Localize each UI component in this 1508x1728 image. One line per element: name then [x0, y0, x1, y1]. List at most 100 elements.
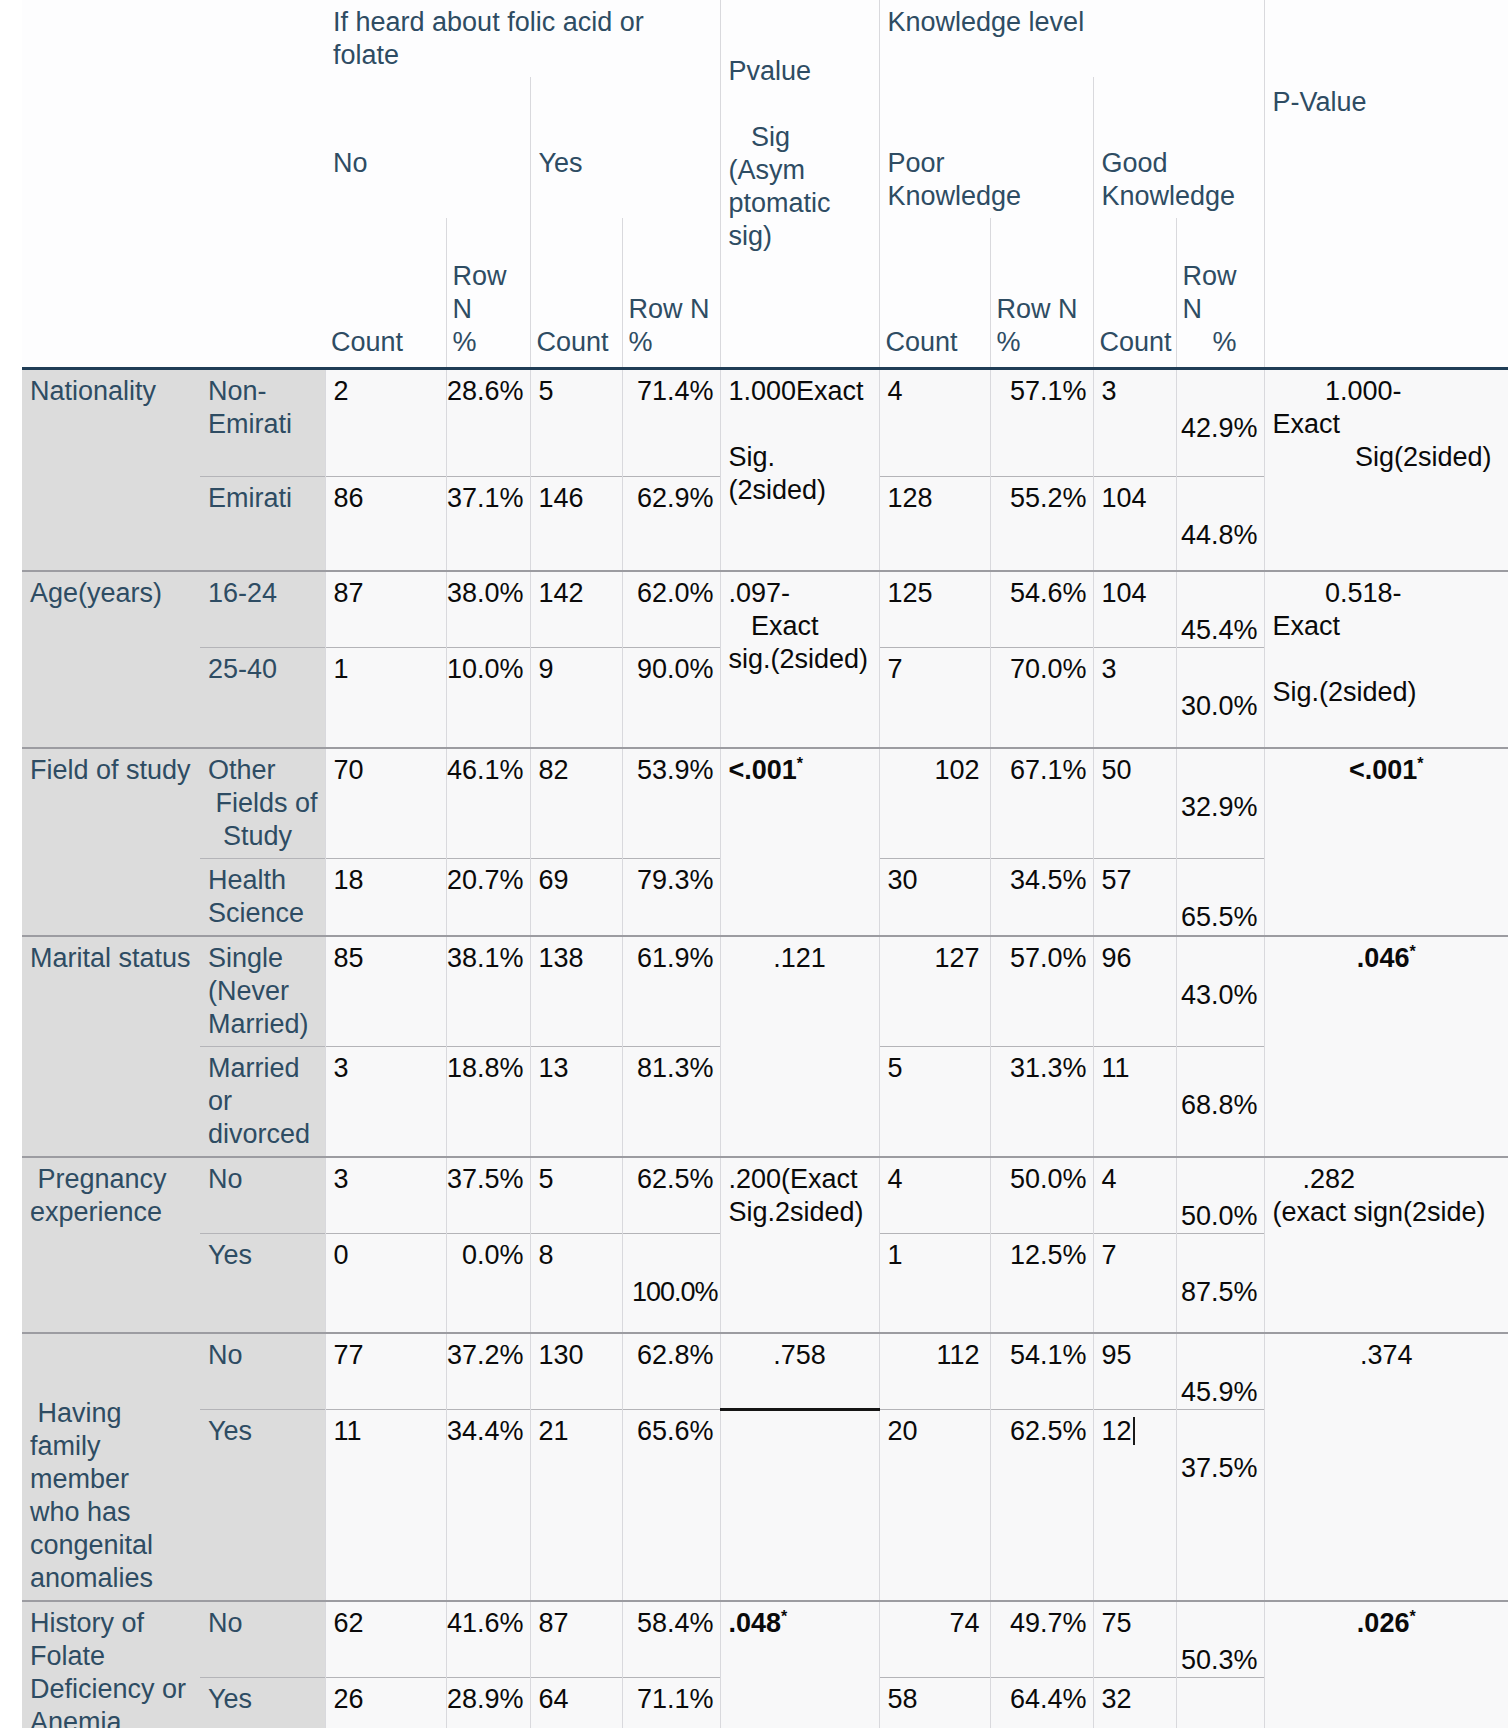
yes-count-cell: 5	[530, 1157, 622, 1234]
good-count-cell: 11	[1093, 1046, 1176, 1157]
pvalue-knowledge-cell: <.001*	[1264, 748, 1508, 936]
poor-count-cell: 1	[879, 1233, 990, 1333]
row-subheader-cell: No	[200, 1601, 325, 1678]
poor-count-cell: 30	[879, 858, 990, 936]
column-header-count: Count	[1093, 218, 1176, 368]
good-count-cell: 3	[1093, 648, 1176, 748]
no-rowpct-cell: 46.1%	[446, 748, 530, 859]
good-rowpct-cell: 32.9%	[1176, 748, 1264, 859]
no-rowpct-cell: 41.6%	[446, 1601, 530, 1678]
no-count-cell: 77	[325, 1333, 446, 1410]
pvalue-heard-cell: .758	[720, 1333, 879, 1410]
good-rowpct-cell: 44.8%	[1176, 476, 1264, 571]
pvalue-heard-cell: .097- Exact sig.(2sided)	[720, 571, 879, 748]
no-count-cell: 26	[325, 1678, 446, 1728]
good-count-value: 12	[1102, 1416, 1132, 1446]
row-subheader-cell: Yes	[200, 1410, 325, 1601]
pvalue-knowledge-cell: .026*	[1264, 1601, 1508, 1728]
no-rowpct-cell: 37.5%	[446, 1157, 530, 1234]
good-rowpct-cell: 87.5%	[1176, 1233, 1264, 1333]
good-count-cell: 4	[1093, 1157, 1176, 1234]
poor-rowpct-cell: 57.0%	[990, 936, 1093, 1047]
row-header-marital-status: Marital status	[22, 936, 200, 1157]
yes-count-cell: 82	[530, 748, 622, 859]
poor-rowpct-cell: 12.5%	[990, 1233, 1093, 1333]
poor-rowpct-cell: 54.1%	[990, 1333, 1093, 1410]
yes-rowpct-cell: 71.1%	[622, 1678, 720, 1728]
yes-rowpct-cell: 62.8%	[622, 1333, 720, 1410]
column-header-pvalue-sig: Pvalue Sig (Asym ptomatic sig)	[720, 0, 879, 368]
good-count-cell: 7	[1093, 1233, 1176, 1333]
good-count-cell: 104	[1093, 571, 1176, 648]
yes-rowpct-cell: 61.9%	[622, 936, 720, 1047]
good-rowpct-cell: 50.0%	[1176, 1157, 1264, 1234]
good-rowpct-cell: 50.3%	[1176, 1601, 1264, 1678]
row-subheader-cell: Yes	[200, 1233, 325, 1333]
no-rowpct-cell: 18.8%	[446, 1046, 530, 1157]
poor-rowpct-cell: 70.0%	[990, 648, 1093, 748]
yes-rowpct-cell: 58.4%	[622, 1601, 720, 1678]
yes-count-cell: 146	[530, 476, 622, 571]
no-count-cell: 2	[325, 368, 446, 476]
good-count-cell: 50	[1093, 748, 1176, 859]
poor-count-cell: 4	[879, 368, 990, 476]
good-count-cell: 32	[1093, 1678, 1176, 1728]
pvalue-heard-cell: .200(Exact Sig.2sided)	[720, 1157, 879, 1334]
good-rowpct-cell: 42.9%	[1176, 368, 1264, 476]
column-header-count: Count	[879, 218, 990, 368]
yes-rowpct-cell: 81.3%	[622, 1046, 720, 1157]
column-header-row-n-pct: Row N %	[622, 218, 720, 368]
no-count-cell: 86	[325, 476, 446, 571]
column-header-row-n-pct: Row N %	[446, 218, 530, 368]
no-rowpct-cell: 37.2%	[446, 1333, 530, 1410]
column-header-good-knowledge: Good Knowledge	[1093, 77, 1264, 218]
no-rowpct-cell: 0.0%	[446, 1233, 530, 1333]
p-value: .048	[729, 1608, 782, 1638]
table-row: Nationality Non- Emirati 2 28.6% 5 71.4%…	[22, 368, 1508, 476]
pvalue-knowledge-cell: .374	[1264, 1333, 1508, 1601]
row-subheader-cell: Married or divorced	[200, 1046, 325, 1157]
pvalue-heard-cell: 1.000Exact Sig.(2sided)	[720, 368, 879, 571]
column-header-poor-knowledge: Poor Knowledge	[879, 77, 1093, 218]
poor-count-cell: 125	[879, 571, 990, 648]
table-row: Field of study Other Fields of Study 70 …	[22, 748, 1508, 859]
yes-count-cell: 138	[530, 936, 622, 1047]
column-header-p-value: P-Value	[1264, 0, 1508, 368]
poor-rowpct-cell: 50.0%	[990, 1157, 1093, 1234]
good-rowpct-cell: 65.5%	[1176, 858, 1264, 936]
column-group-heard: If heard about folic acid or folate	[325, 0, 720, 77]
good-count-cell: 95	[1093, 1333, 1176, 1410]
significance-star: *	[1417, 755, 1423, 772]
pvalue-knowledge-cell: .282 (exact sign(2side)	[1264, 1157, 1508, 1334]
no-rowpct-cell: 28.9%	[446, 1678, 530, 1728]
no-rowpct-cell: 38.1%	[446, 936, 530, 1047]
poor-rowpct-cell: 64.4%	[990, 1678, 1093, 1728]
poor-count-cell: 4	[879, 1157, 990, 1234]
good-count-cell: 104	[1093, 476, 1176, 571]
no-count-cell: 0	[325, 1233, 446, 1333]
row-header-field-of-study: Field of study	[22, 748, 200, 936]
no-count-cell: 87	[325, 571, 446, 648]
row-header-nationality: Nationality	[22, 368, 200, 571]
poor-rowpct-cell: 34.5%	[990, 858, 1093, 936]
yes-count-cell: 13	[530, 1046, 622, 1157]
poor-rowpct-cell: 54.6%	[990, 571, 1093, 648]
row-subheader-cell: Non- Emirati	[200, 368, 325, 476]
yes-rowpct-cell: 62.5%	[622, 1157, 720, 1234]
row-header-family-congenital-anomalies: Having family member who has congenital …	[22, 1333, 200, 1601]
pvalue-knowledge-cell: 1.000- Exact Sig(2sided)	[1264, 368, 1508, 571]
yes-count-cell: 21	[530, 1410, 622, 1601]
table-row: Age(years) 16-24 87 38.0% 142 62.0% .097…	[22, 571, 1508, 648]
text-cursor	[1133, 1417, 1135, 1445]
significance-star: *	[1409, 1608, 1415, 1625]
pvalue-heard-cell: .121	[720, 936, 879, 1157]
yes-count-cell: 130	[530, 1333, 622, 1410]
yes-rowpct-cell: 79.3%	[622, 858, 720, 936]
poor-count-cell: 7	[879, 648, 990, 748]
significance-star: *	[1409, 943, 1415, 960]
poor-count-cell: 127	[879, 936, 990, 1047]
yes-rowpct-cell: 100.0%	[622, 1233, 720, 1333]
column-header-count: Count	[530, 218, 622, 368]
good-rowpct-cell: 30.0%	[1176, 648, 1264, 748]
row-header-pregnancy-experience: Pregnancy experience	[22, 1157, 200, 1334]
